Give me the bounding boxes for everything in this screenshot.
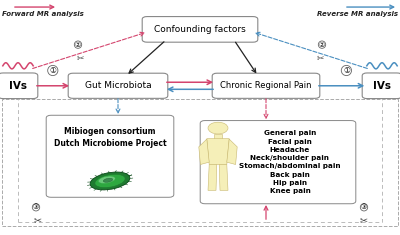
Text: ①: ①	[49, 66, 56, 75]
FancyBboxPatch shape	[0, 73, 38, 99]
Text: Reverse MR analysis: Reverse MR analysis	[317, 11, 398, 17]
Text: ✂: ✂	[316, 54, 324, 63]
FancyBboxPatch shape	[46, 115, 174, 197]
Polygon shape	[214, 134, 222, 139]
FancyBboxPatch shape	[68, 73, 168, 98]
Text: ✂: ✂	[33, 215, 41, 225]
Text: ②: ②	[75, 42, 81, 48]
Text: ②: ②	[319, 42, 325, 48]
Text: ①: ①	[343, 66, 350, 75]
Text: Chronic Regional Pain: Chronic Regional Pain	[220, 81, 312, 90]
Text: Confounding factors: Confounding factors	[154, 25, 246, 34]
Text: ✂: ✂	[359, 215, 367, 225]
Polygon shape	[219, 164, 228, 190]
Polygon shape	[207, 139, 229, 164]
FancyBboxPatch shape	[212, 73, 320, 98]
Text: IVs: IVs	[9, 81, 27, 91]
Polygon shape	[208, 164, 217, 190]
Polygon shape	[199, 139, 209, 164]
Text: Forward MR analysis: Forward MR analysis	[2, 11, 84, 17]
Text: Gut Microbiota: Gut Microbiota	[85, 81, 151, 90]
FancyBboxPatch shape	[142, 16, 258, 42]
Ellipse shape	[90, 172, 130, 190]
Polygon shape	[227, 139, 237, 164]
Text: Mibiogen consortium
Dutch Microbiome Project: Mibiogen consortium Dutch Microbiome Pro…	[54, 127, 166, 148]
Text: General pain
Facial pain
Headache
Neck/shoulder pain
Stomach/abdominal pain
Back: General pain Facial pain Headache Neck/s…	[239, 130, 341, 194]
Ellipse shape	[98, 176, 115, 184]
Text: ③: ③	[33, 204, 39, 210]
Text: ③: ③	[361, 204, 367, 210]
Circle shape	[208, 122, 228, 134]
Ellipse shape	[103, 178, 113, 182]
FancyBboxPatch shape	[362, 73, 400, 99]
FancyBboxPatch shape	[200, 121, 356, 204]
Text: ✂: ✂	[76, 54, 84, 63]
Text: IVs: IVs	[373, 81, 391, 91]
Ellipse shape	[95, 174, 125, 188]
